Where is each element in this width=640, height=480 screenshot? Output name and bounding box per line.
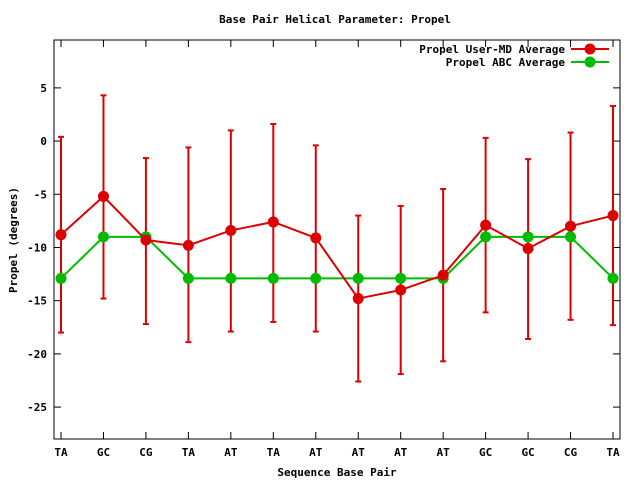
legend-entry-abc: Propel ABC Average xyxy=(446,56,609,69)
data-point xyxy=(352,293,364,305)
y-tick-label: -5 xyxy=(34,188,47,201)
data-point xyxy=(55,229,67,241)
data-point xyxy=(480,219,492,231)
x-tick-label: AT xyxy=(352,446,366,459)
x-tick-label: CG xyxy=(139,446,153,459)
series-line xyxy=(60,195,614,300)
y-axis-label: Propel (degrees) xyxy=(7,187,20,293)
data-point xyxy=(565,220,577,232)
y-tick-label: 0 xyxy=(40,135,47,148)
y-tick-label: -20 xyxy=(27,348,47,361)
legend-entry-user-md: Propel User-MD Average xyxy=(419,43,609,56)
data-point xyxy=(352,272,364,284)
x-tick-label: TA xyxy=(54,446,68,459)
data-point xyxy=(97,231,109,243)
chart-title: Base Pair Helical Parameter: Propel xyxy=(219,13,451,26)
y-tick-label: -25 xyxy=(27,401,47,414)
x-axis-label: Sequence Base Pair xyxy=(277,466,397,479)
data-point xyxy=(225,224,237,236)
data-point xyxy=(267,272,279,284)
data-point xyxy=(97,190,109,202)
y-tick-label: -15 xyxy=(27,295,47,308)
plot-frame xyxy=(53,39,621,440)
data-point xyxy=(182,239,194,251)
x-tick-label: GC xyxy=(97,446,110,459)
y-tick-label: 5 xyxy=(40,82,47,95)
data-point xyxy=(522,231,534,243)
data-point xyxy=(607,272,619,284)
x-axis: TA GC CG TA AT TA AT AT AT AT GC GC CG TA xyxy=(54,40,620,459)
series-layer xyxy=(55,190,619,305)
legend-label-user-md: Propel User-MD Average xyxy=(419,43,565,56)
legend: Propel User-MD Average Propel ABC Averag… xyxy=(419,43,609,69)
x-tick-label: AT xyxy=(309,446,323,459)
data-point xyxy=(395,272,407,284)
x-tick-label: AT xyxy=(437,446,451,459)
y-tick-label: -10 xyxy=(27,241,47,254)
series-line xyxy=(60,235,614,280)
legend-label-abc: Propel ABC Average xyxy=(446,56,566,69)
data-point xyxy=(522,243,534,255)
data-point xyxy=(437,269,449,281)
data-point xyxy=(55,272,67,284)
x-tick-label: AT xyxy=(394,446,408,459)
x-tick-label: GC xyxy=(521,446,534,459)
x-tick-label: TA xyxy=(606,446,620,459)
x-tick-label: TA xyxy=(182,446,196,459)
data-point xyxy=(225,272,237,284)
data-point xyxy=(182,272,194,284)
y-axis: 5 0 -5 -10 -15 -20 -25 xyxy=(27,82,620,414)
data-point xyxy=(607,210,619,222)
x-tick-label: GC xyxy=(479,446,492,459)
data-point xyxy=(395,284,407,296)
x-tick-label: CG xyxy=(564,446,578,459)
x-tick-label: TA xyxy=(267,446,281,459)
data-point xyxy=(310,272,322,284)
data-point xyxy=(140,234,152,246)
data-point xyxy=(267,216,279,228)
legend-marker-abc xyxy=(584,56,596,68)
data-point xyxy=(565,231,577,243)
x-tick-label: AT xyxy=(224,446,238,459)
legend-marker-user-md xyxy=(584,43,596,55)
data-point xyxy=(480,231,492,243)
data-point xyxy=(310,232,322,244)
